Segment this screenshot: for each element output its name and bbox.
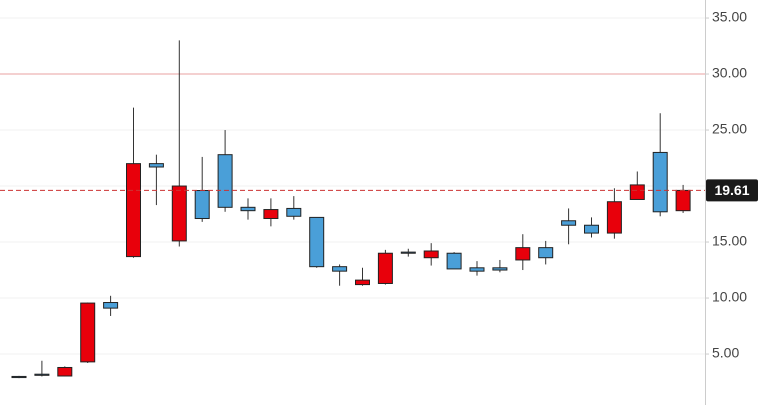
last-price-box xyxy=(706,179,758,202)
candle-body xyxy=(515,247,531,261)
candle-body xyxy=(332,266,348,272)
candle-body xyxy=(584,224,599,234)
candle-body xyxy=(606,201,622,234)
candle-body xyxy=(217,154,233,208)
y-tick-label: 35.00 xyxy=(712,9,747,25)
candle-body xyxy=(263,209,279,220)
candle-body xyxy=(126,163,141,258)
candle-body xyxy=(561,220,577,226)
candle-body xyxy=(675,189,691,212)
candle-body xyxy=(80,302,96,363)
candle-body xyxy=(57,366,73,377)
candle-body xyxy=(538,247,554,259)
last-price-label: 19.61 xyxy=(714,182,749,198)
candle-body xyxy=(148,163,164,168)
candle-body xyxy=(11,375,27,379)
candle-body xyxy=(400,251,416,254)
y-tick-label: 30.00 xyxy=(712,65,747,81)
candle-body xyxy=(103,302,119,309)
candle-body xyxy=(629,184,645,200)
candle-body xyxy=(492,267,508,271)
y-tick-label: 15.00 xyxy=(712,233,747,249)
y-tick-label: 25.00 xyxy=(712,121,747,137)
candle-body xyxy=(355,279,370,286)
y-tick-label: 5.00 xyxy=(712,345,739,361)
candle-body xyxy=(171,185,187,242)
candle-body xyxy=(423,250,439,259)
candle-body xyxy=(34,373,50,376)
candle-body xyxy=(446,252,462,270)
candle-body xyxy=(286,207,302,217)
candle-body xyxy=(652,151,668,213)
y-tick-label: 10.00 xyxy=(712,289,747,305)
candle-body xyxy=(309,216,325,268)
candle-body xyxy=(469,267,485,272)
candle-body xyxy=(377,252,393,284)
candle-body xyxy=(194,190,210,220)
candle-body xyxy=(240,206,256,212)
